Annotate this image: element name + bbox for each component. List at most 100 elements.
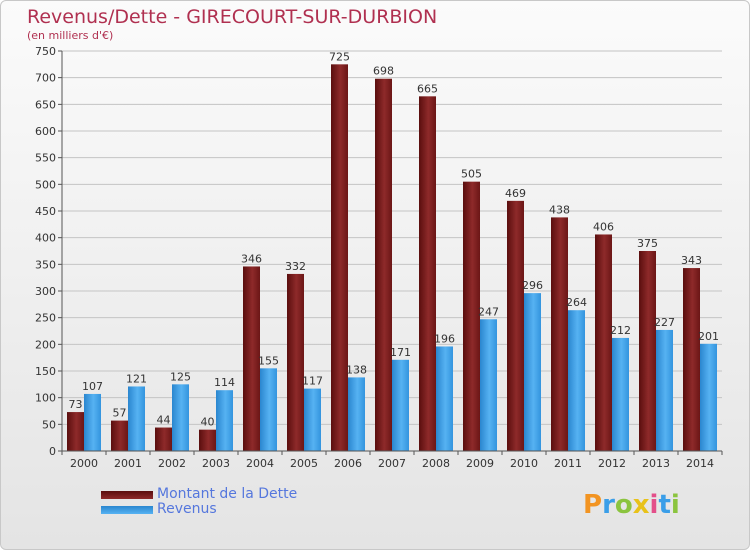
bar-debt xyxy=(683,268,700,451)
bar-revenue xyxy=(612,337,629,451)
data-label-debt: 343 xyxy=(681,254,702,267)
bar-revenue xyxy=(568,310,585,451)
bar-debt xyxy=(639,251,656,451)
bar-revenue xyxy=(524,293,541,451)
bar-debt xyxy=(287,273,304,451)
bar-debt xyxy=(463,181,480,451)
bar-debt xyxy=(419,96,436,451)
y-tick-label: 250 xyxy=(35,312,56,325)
x-tick-label: 2008 xyxy=(422,457,450,470)
data-label-debt: 375 xyxy=(637,237,658,250)
y-tick-label: 700 xyxy=(35,72,56,85)
logo-letter: P xyxy=(583,490,603,520)
logo-letter: r xyxy=(602,490,615,520)
bar-revenue xyxy=(84,393,101,451)
x-tick-label: 2001 xyxy=(114,457,142,470)
y-tick-label: 0 xyxy=(49,445,56,458)
bar-revenue xyxy=(128,386,145,451)
data-label-debt: 44 xyxy=(157,414,171,427)
y-tick-label: 400 xyxy=(35,232,56,245)
y-tick-label: 600 xyxy=(35,125,56,138)
data-label-revenue: 114 xyxy=(214,376,235,389)
x-tick-label: 2000 xyxy=(70,457,98,470)
y-tick-label: 150 xyxy=(35,365,56,378)
bar-revenue xyxy=(480,319,497,451)
data-label-debt: 665 xyxy=(417,82,438,95)
bar-debt xyxy=(243,266,260,451)
data-label-debt: 438 xyxy=(549,203,570,216)
y-tick-label: 450 xyxy=(35,205,56,218)
data-label-revenue: 196 xyxy=(434,332,455,345)
bar-revenue xyxy=(436,346,453,451)
data-label-debt: 406 xyxy=(593,220,614,233)
x-tick-label: 2013 xyxy=(642,457,670,470)
y-tick-label: 300 xyxy=(35,285,56,298)
data-label-revenue: 107 xyxy=(82,380,103,393)
bar-revenue xyxy=(304,388,321,451)
bar-revenue xyxy=(656,329,673,451)
bar-debt xyxy=(375,78,392,451)
legend-label-debt: Montant de la Dette xyxy=(157,486,298,502)
data-label-debt: 57 xyxy=(113,407,127,420)
legend-swatch-revenue xyxy=(101,506,153,514)
logo-letter: i xyxy=(649,490,659,520)
y-tick-label: 200 xyxy=(35,338,56,351)
bar-debt xyxy=(67,412,84,451)
data-label-debt: 332 xyxy=(285,260,306,273)
data-label-revenue: 227 xyxy=(654,316,675,329)
y-tick-label: 50 xyxy=(42,418,56,431)
bar-debt xyxy=(199,429,216,451)
y-tick-label: 550 xyxy=(35,152,56,165)
bar-debt xyxy=(111,420,128,451)
x-tick-label: 2006 xyxy=(334,457,362,470)
bar-revenue xyxy=(216,390,233,451)
x-tick-label: 2005 xyxy=(290,457,318,470)
data-label-debt: 725 xyxy=(329,50,350,63)
proxiti-logo: Proxiti xyxy=(583,490,680,520)
x-tick-label: 2009 xyxy=(466,457,494,470)
data-label-revenue: 121 xyxy=(126,372,147,385)
data-label-revenue: 296 xyxy=(522,279,543,292)
x-tick-label: 2002 xyxy=(158,457,186,470)
x-tick-label: 2010 xyxy=(510,457,538,470)
y-tick-label: 350 xyxy=(35,258,56,271)
x-tick-label: 2003 xyxy=(202,457,230,470)
data-label-revenue: 125 xyxy=(170,370,191,383)
data-label-revenue: 117 xyxy=(302,375,323,388)
bar-revenue xyxy=(392,359,409,451)
data-label-revenue: 247 xyxy=(478,305,499,318)
logo-letter: o xyxy=(614,490,633,520)
bar-debt xyxy=(155,427,172,451)
y-tick-label: 100 xyxy=(35,392,56,405)
x-tick-label: 2007 xyxy=(378,457,406,470)
bar-revenue xyxy=(348,377,365,451)
bar-revenue xyxy=(172,384,189,451)
data-label-debt: 469 xyxy=(505,187,526,200)
x-tick-label: 2004 xyxy=(246,457,274,470)
data-label-debt: 73 xyxy=(69,398,83,411)
data-label-debt: 698 xyxy=(373,65,394,78)
bar-revenue xyxy=(700,343,717,451)
logo-letter: x xyxy=(632,490,650,520)
data-label-revenue: 201 xyxy=(698,330,719,343)
y-tick-label: 500 xyxy=(35,178,56,191)
chart-title: Revenus/Dette - GIRECOURT-SUR-DURBION xyxy=(27,6,438,28)
data-label-revenue: 138 xyxy=(346,363,367,376)
data-label-revenue: 212 xyxy=(610,324,631,337)
data-label-debt: 346 xyxy=(241,252,262,265)
x-tick-label: 2012 xyxy=(598,457,626,470)
x-tick-label: 2011 xyxy=(554,457,582,470)
data-label-revenue: 264 xyxy=(566,296,587,309)
x-tick-label: 2014 xyxy=(686,457,714,470)
y-tick-label: 750 xyxy=(35,45,56,58)
y-tick-label: 650 xyxy=(35,98,56,111)
bar-debt xyxy=(507,200,524,451)
legend-label-revenue: Revenus xyxy=(157,501,217,517)
logo-letter: i xyxy=(670,490,680,520)
data-label-revenue: 171 xyxy=(390,346,411,359)
chart-subtitle: (en milliers d'€) xyxy=(27,29,114,42)
data-label-debt: 505 xyxy=(461,168,482,181)
bar-debt xyxy=(595,234,612,451)
